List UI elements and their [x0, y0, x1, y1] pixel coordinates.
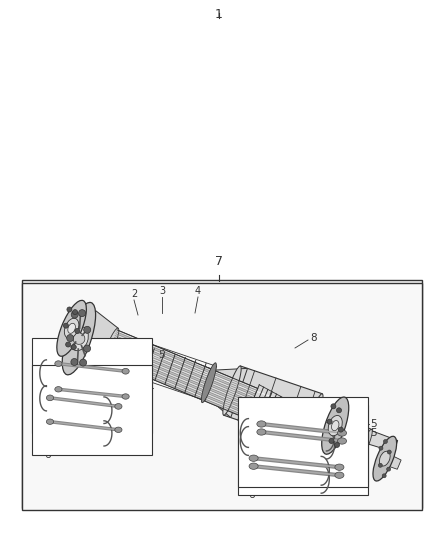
Ellipse shape [322, 397, 349, 454]
Circle shape [387, 450, 391, 454]
Circle shape [387, 467, 391, 471]
Text: 4: 4 [195, 286, 201, 296]
Ellipse shape [249, 463, 258, 470]
Ellipse shape [373, 437, 397, 481]
Circle shape [331, 404, 336, 409]
Polygon shape [206, 368, 247, 418]
Circle shape [71, 359, 78, 366]
Polygon shape [105, 358, 246, 418]
Polygon shape [116, 332, 257, 392]
Polygon shape [382, 453, 401, 469]
Ellipse shape [46, 395, 53, 401]
Ellipse shape [332, 421, 339, 431]
Ellipse shape [314, 413, 332, 454]
Text: 3: 3 [159, 286, 165, 296]
Ellipse shape [201, 363, 216, 402]
Circle shape [379, 446, 383, 450]
Bar [22, 283, 422, 510]
Circle shape [71, 311, 78, 318]
Polygon shape [98, 338, 142, 367]
Circle shape [67, 307, 72, 312]
Circle shape [338, 427, 343, 432]
Polygon shape [114, 336, 255, 396]
Ellipse shape [57, 301, 86, 356]
Ellipse shape [122, 394, 129, 399]
Circle shape [382, 474, 386, 478]
Circle shape [383, 440, 388, 443]
Ellipse shape [122, 368, 129, 374]
Bar [22, 280, 422, 508]
Text: 2: 2 [131, 289, 137, 299]
Circle shape [67, 335, 74, 342]
Polygon shape [300, 413, 332, 454]
Ellipse shape [115, 403, 122, 409]
Ellipse shape [335, 464, 344, 470]
Ellipse shape [70, 327, 88, 351]
Text: 6: 6 [249, 490, 255, 500]
Text: 6: 6 [45, 450, 51, 460]
Circle shape [336, 408, 342, 413]
Circle shape [71, 345, 76, 350]
Text: 5: 5 [158, 350, 165, 360]
Ellipse shape [249, 455, 258, 462]
Ellipse shape [46, 419, 53, 424]
Polygon shape [333, 418, 398, 452]
Polygon shape [111, 343, 252, 403]
Circle shape [329, 439, 334, 443]
Polygon shape [142, 349, 315, 431]
Text: 5: 5 [370, 419, 377, 429]
Polygon shape [244, 385, 311, 439]
Polygon shape [106, 354, 248, 414]
Ellipse shape [257, 421, 266, 427]
Circle shape [84, 345, 91, 352]
Ellipse shape [55, 386, 62, 392]
Circle shape [73, 310, 78, 314]
Polygon shape [315, 413, 372, 470]
Text: 6: 6 [249, 482, 255, 492]
Circle shape [64, 323, 68, 328]
Text: 1: 1 [215, 8, 223, 21]
Text: 6: 6 [45, 428, 51, 438]
Circle shape [78, 310, 85, 317]
Polygon shape [76, 311, 118, 361]
Ellipse shape [115, 427, 122, 432]
Ellipse shape [335, 472, 344, 478]
Bar [238, 405, 368, 495]
Text: 5: 5 [158, 350, 165, 360]
Ellipse shape [55, 361, 62, 367]
Ellipse shape [337, 430, 346, 436]
Ellipse shape [62, 302, 95, 375]
Polygon shape [105, 330, 258, 418]
Circle shape [75, 328, 80, 334]
Circle shape [327, 419, 332, 424]
Ellipse shape [328, 415, 342, 436]
Text: 8: 8 [310, 333, 317, 343]
Ellipse shape [223, 366, 241, 415]
Ellipse shape [68, 324, 75, 333]
Ellipse shape [134, 340, 149, 379]
Polygon shape [224, 366, 322, 443]
Ellipse shape [257, 429, 266, 435]
Ellipse shape [64, 318, 79, 338]
Ellipse shape [337, 438, 346, 444]
Ellipse shape [103, 328, 119, 361]
Bar [32, 365, 152, 455]
Text: 5: 5 [370, 428, 377, 438]
Circle shape [378, 463, 382, 467]
Bar [32, 338, 152, 433]
Circle shape [80, 359, 87, 366]
Text: 7: 7 [215, 255, 223, 268]
Ellipse shape [305, 394, 323, 443]
Circle shape [66, 342, 71, 347]
Circle shape [335, 442, 339, 447]
Polygon shape [110, 346, 251, 407]
Ellipse shape [379, 451, 390, 466]
Ellipse shape [354, 429, 372, 470]
Bar [238, 397, 368, 487]
Polygon shape [113, 339, 254, 400]
Circle shape [84, 326, 91, 333]
Polygon shape [108, 350, 249, 410]
Ellipse shape [73, 333, 85, 344]
